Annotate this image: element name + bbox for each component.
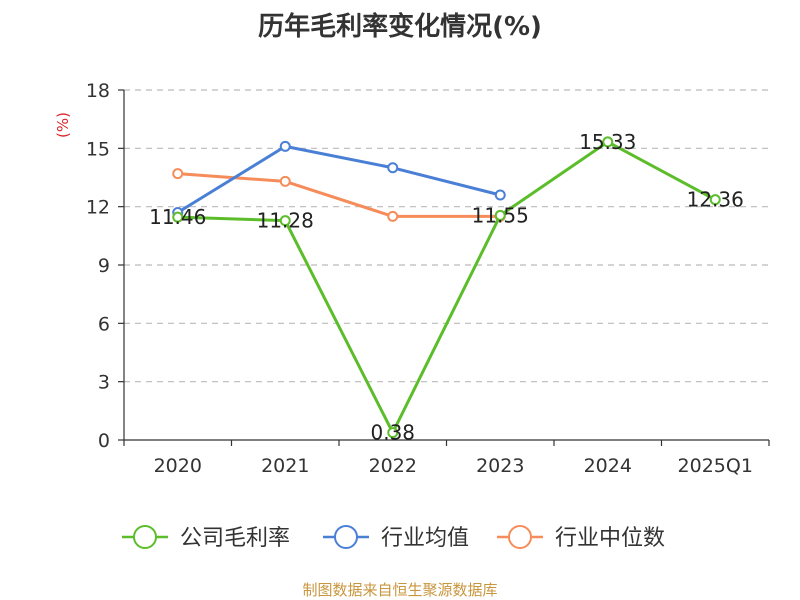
x-tick-label: 2021 (261, 455, 309, 477)
x-tick-label: 2025Q1 (678, 455, 753, 477)
data-point (387, 210, 399, 222)
data-label: 11.46 (149, 205, 206, 229)
data-label: 0.38 (370, 421, 415, 445)
legend-label: 公司毛利率 (180, 526, 290, 551)
legend-label: 行业均值 (381, 526, 469, 551)
y-tick-label: 15 (86, 138, 110, 160)
y-axis-label: (%) (54, 112, 72, 138)
data-point (709, 194, 721, 206)
data-label: 15.33 (579, 130, 636, 154)
data-point (279, 215, 291, 227)
legend-item[interactable]: 行业均值 (323, 525, 469, 551)
y-tick-label: 9 (98, 255, 110, 277)
legend-item[interactable]: 公司毛利率 (122, 525, 290, 551)
y-tick-label: 18 (86, 80, 110, 102)
data-point (494, 209, 506, 221)
legend-marker-icon (334, 525, 358, 549)
data-point (602, 136, 614, 148)
legend-item[interactable]: 行业中位数 (497, 525, 665, 551)
series-line (177, 172, 501, 218)
grid-lines (124, 89, 769, 383)
legend-marker-icon (508, 525, 532, 549)
axes: 0 3 6 9 12 15 18 2020 2021 2022 2023 2024 2025Q1 (%) (54, 80, 770, 477)
data-point (172, 168, 184, 180)
y-tick-label: 3 (98, 372, 110, 394)
series-lines (172, 136, 721, 439)
legend-label: 行业中位数 (555, 526, 665, 551)
data-point (279, 140, 291, 152)
data-label: 11.55 (472, 203, 529, 227)
data-point (387, 427, 399, 439)
data-labels: 11.46 11.28 0.38 11.55 15.33 12.36 (149, 130, 744, 445)
y-tick-label: 0 (98, 430, 110, 452)
x-tick-label: 2023 (476, 455, 524, 477)
chart-title: 历年毛利率变化情况(%) (258, 12, 542, 42)
x-tick-label: 2024 (584, 455, 632, 477)
y-tick-label: 6 (98, 313, 110, 335)
data-label: 11.28 (257, 209, 314, 233)
legend-marker-icon (133, 525, 157, 549)
data-point (279, 175, 291, 187)
x-tick-label: 2022 (369, 455, 417, 477)
y-tick-label: 12 (86, 197, 110, 219)
series-line (176, 144, 501, 214)
data-point (172, 211, 184, 223)
legend: 公司毛利率 行业均值 行业中位数 (122, 525, 665, 551)
source-note: 制图数据来自恒生聚源数据库 (302, 581, 498, 599)
x-tick-label: 2020 (154, 455, 202, 477)
series-line (177, 140, 716, 435)
data-label: 12.36 (687, 188, 744, 212)
data-point (387, 162, 399, 174)
data-point (494, 189, 506, 201)
